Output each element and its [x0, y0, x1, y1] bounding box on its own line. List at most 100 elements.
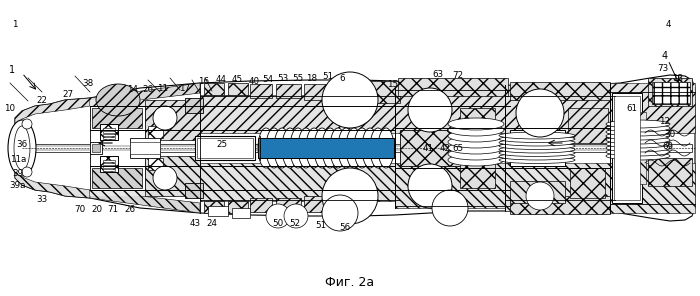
Ellipse shape — [22, 119, 32, 129]
Ellipse shape — [606, 152, 670, 160]
Text: 14: 14 — [127, 84, 139, 94]
Text: 11: 11 — [158, 83, 169, 93]
Bar — [568, 108, 608, 143]
Ellipse shape — [499, 153, 575, 160]
Ellipse shape — [370, 128, 386, 168]
Bar — [370, 81, 400, 103]
Bar — [145, 100, 200, 140]
Ellipse shape — [8, 120, 36, 176]
Text: 73: 73 — [657, 64, 668, 73]
Ellipse shape — [346, 128, 362, 168]
Bar — [90, 100, 400, 130]
Ellipse shape — [306, 128, 322, 168]
Bar — [208, 206, 228, 216]
Bar — [195, 136, 255, 160]
Ellipse shape — [448, 148, 504, 160]
Text: 22: 22 — [36, 96, 48, 104]
Bar — [228, 201, 248, 213]
Bar — [618, 156, 646, 184]
Text: 41: 41 — [423, 144, 433, 152]
Ellipse shape — [499, 149, 575, 157]
Bar — [197, 138, 253, 158]
Text: 4: 4 — [665, 20, 671, 28]
Bar — [145, 156, 200, 196]
Text: 39: 39 — [13, 168, 24, 178]
Bar — [330, 196, 350, 214]
Ellipse shape — [322, 168, 378, 224]
Text: 51: 51 — [316, 221, 327, 231]
Polygon shape — [15, 148, 90, 198]
Ellipse shape — [314, 128, 330, 168]
Bar — [510, 130, 565, 166]
Bar — [200, 95, 395, 133]
Text: 11a: 11a — [10, 155, 26, 163]
Ellipse shape — [322, 195, 358, 231]
Bar — [103, 165, 115, 168]
Bar — [103, 131, 115, 133]
Bar — [228, 83, 248, 95]
Ellipse shape — [266, 128, 282, 168]
Ellipse shape — [298, 128, 314, 168]
Ellipse shape — [448, 130, 504, 142]
Bar — [90, 106, 145, 190]
Ellipse shape — [606, 128, 670, 136]
Bar — [612, 93, 642, 203]
Bar — [185, 183, 203, 198]
Text: 30: 30 — [664, 130, 676, 139]
Bar — [92, 108, 142, 128]
Text: 69: 69 — [662, 141, 673, 150]
Ellipse shape — [282, 128, 298, 168]
Text: 72: 72 — [452, 70, 463, 80]
Ellipse shape — [362, 128, 378, 168]
Text: 16: 16 — [199, 76, 209, 86]
Ellipse shape — [606, 132, 670, 140]
Bar — [103, 133, 115, 136]
Bar — [652, 82, 690, 104]
Text: 45: 45 — [232, 75, 243, 83]
Text: 53: 53 — [277, 73, 288, 83]
Ellipse shape — [14, 126, 30, 170]
Text: 15: 15 — [387, 80, 398, 89]
Text: 26: 26 — [125, 205, 136, 215]
Bar — [250, 84, 272, 98]
Ellipse shape — [448, 118, 504, 130]
Ellipse shape — [290, 128, 306, 168]
Bar — [204, 83, 224, 95]
Bar — [103, 163, 115, 165]
Bar — [92, 168, 142, 188]
Text: 56: 56 — [340, 223, 351, 232]
Ellipse shape — [499, 142, 575, 149]
Bar — [395, 88, 510, 133]
Text: 24: 24 — [206, 218, 218, 228]
Text: 38: 38 — [83, 78, 94, 88]
Ellipse shape — [330, 128, 346, 168]
Ellipse shape — [408, 88, 452, 132]
Text: 39a: 39a — [10, 181, 27, 191]
Text: 13: 13 — [673, 73, 684, 83]
Text: 17: 17 — [179, 83, 190, 93]
Bar — [304, 196, 326, 212]
Polygon shape — [15, 98, 90, 148]
Bar — [648, 78, 692, 106]
Text: 54: 54 — [262, 75, 274, 83]
Ellipse shape — [526, 182, 554, 210]
Ellipse shape — [606, 148, 670, 156]
Bar — [276, 198, 301, 212]
Bar — [258, 138, 394, 158]
Bar — [395, 163, 510, 208]
Ellipse shape — [322, 128, 338, 168]
Text: 33: 33 — [36, 194, 48, 204]
Bar — [90, 142, 102, 154]
Text: 27: 27 — [62, 89, 74, 99]
Ellipse shape — [284, 204, 308, 228]
Text: 25: 25 — [216, 139, 228, 149]
Bar — [92, 144, 100, 152]
Bar — [398, 78, 508, 96]
Text: 61: 61 — [626, 104, 638, 112]
Ellipse shape — [338, 128, 354, 168]
Ellipse shape — [432, 190, 468, 226]
Bar — [103, 168, 115, 171]
Ellipse shape — [516, 89, 564, 137]
Ellipse shape — [499, 136, 575, 142]
Bar — [505, 163, 615, 211]
